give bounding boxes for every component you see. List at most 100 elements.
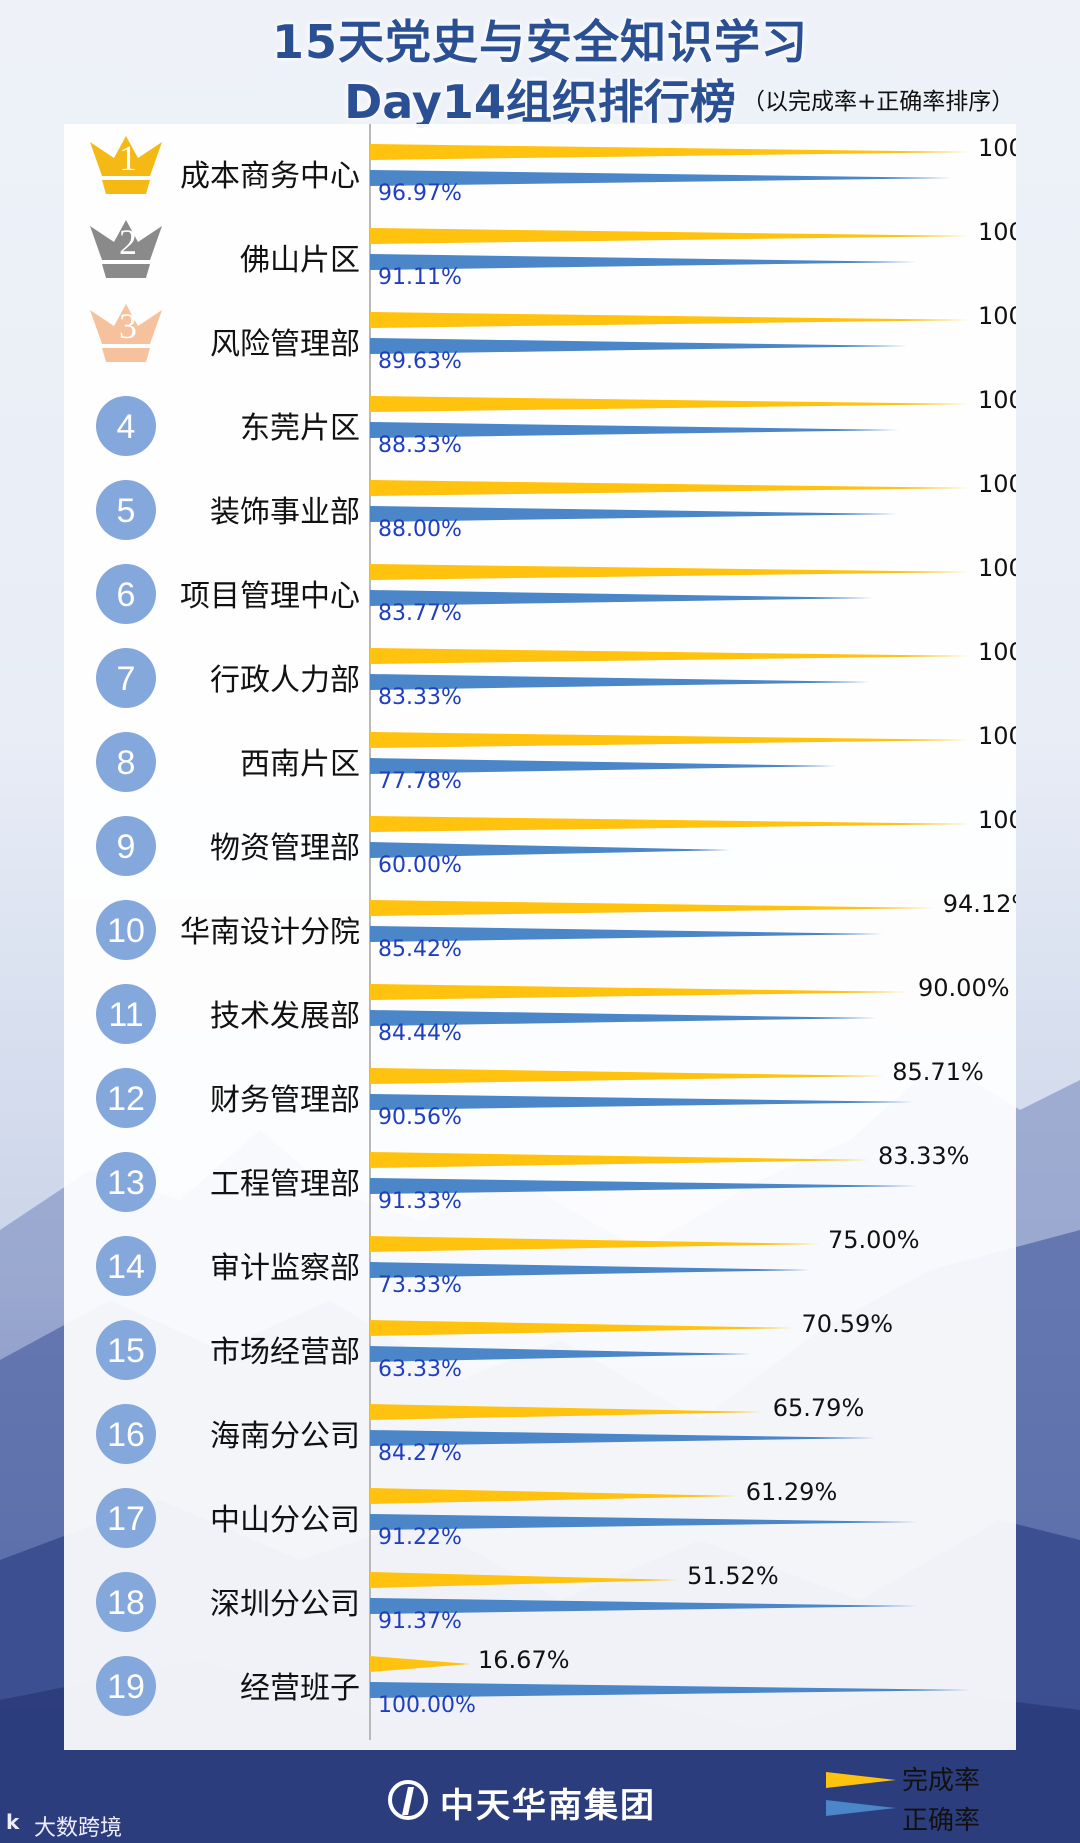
rank-badge	[96, 1488, 156, 1548]
category-label: 技术发展部	[210, 999, 360, 1034]
completion-bar	[370, 1236, 820, 1252]
accuracy-bar	[370, 1514, 918, 1530]
category-label: 佛山片区	[240, 243, 360, 278]
completion-bar	[370, 900, 935, 916]
accuracy-value-label: 88.00%	[378, 517, 462, 542]
accuracy-bar	[370, 1682, 970, 1698]
crown-base-icon	[102, 348, 150, 362]
completion-bar	[370, 1572, 680, 1588]
rank-badge	[96, 396, 156, 456]
completion-value-label: 100.00%	[978, 470, 1016, 498]
rank-badge	[96, 1068, 156, 1128]
accuracy-value-label: 84.44%	[378, 1021, 462, 1046]
category-label: 审计监察部	[210, 1251, 360, 1286]
category-label: 深圳分公司	[210, 1587, 360, 1622]
accuracy-bar	[370, 842, 730, 858]
rank-number: 10	[107, 912, 145, 950]
accuracy-value-label: 96.97%	[378, 181, 462, 206]
completion-bar	[370, 144, 970, 160]
category-label: 经营班子	[240, 1671, 360, 1706]
completion-value-label: 100.00%	[978, 134, 1016, 162]
completion-bar	[370, 564, 970, 580]
completion-value-label: 100.00%	[978, 386, 1016, 414]
accuracy-bar	[370, 170, 952, 186]
rank-number: 11	[108, 996, 143, 1034]
accuracy-value-label: 100.00%	[378, 1693, 476, 1718]
brand-name: 中天华南集团	[440, 1786, 656, 1826]
rank-badge	[96, 1404, 156, 1464]
accuracy-bar	[370, 1178, 918, 1194]
accuracy-bar	[370, 758, 837, 774]
rank-number: 15	[107, 1332, 145, 1370]
sort-note: （以完成率+正确率排序）	[742, 89, 1015, 115]
completion-bar	[370, 732, 970, 748]
category-label: 行政人力部	[210, 663, 360, 698]
rank-number: 1	[119, 138, 137, 178]
accuracy-value-label: 91.22%	[378, 1525, 462, 1550]
rank-badge	[96, 984, 156, 1044]
ranking-chart: 1 成本商务中心 100.00% 96.97% 2 佛山片区 100.00% 91.11% 3 风…	[90, 124, 1016, 1740]
completion-value-label: 65.79%	[773, 1394, 865, 1422]
rank-number: 16	[107, 1416, 145, 1454]
completion-value-label: 83.33%	[878, 1142, 970, 1170]
category-label: 市场经营部	[210, 1335, 360, 1370]
accuracy-bar	[370, 422, 900, 438]
completion-bar	[370, 396, 970, 412]
crown-base-icon	[102, 180, 150, 194]
completion-value-label: 51.52%	[687, 1562, 779, 1590]
watermark-logo-icon: k	[6, 1810, 20, 1834]
rank-badge	[96, 1320, 156, 1380]
rank-number: 19	[107, 1668, 145, 1706]
completion-bar	[370, 312, 970, 328]
completion-bar	[370, 984, 910, 1000]
accuracy-bar	[370, 674, 870, 690]
accuracy-bar	[370, 1010, 877, 1026]
accuracy-value-label: 83.33%	[378, 685, 462, 710]
rank-number: 18	[107, 1584, 145, 1622]
category-label: 财务管理部	[210, 1083, 360, 1118]
rank-number: 6	[117, 576, 136, 614]
completion-bar	[370, 816, 970, 832]
completion-value-label: 61.29%	[746, 1478, 838, 1506]
completion-value-label: 94.12%	[943, 890, 1016, 918]
completion-bar	[370, 1656, 471, 1672]
accuracy-value-label: 84.27%	[378, 1441, 462, 1466]
accuracy-bar	[370, 1430, 876, 1446]
rank-badge	[96, 1656, 156, 1716]
legend-completion-swatch	[826, 1772, 896, 1788]
rank-number: 3	[119, 306, 137, 346]
rank-badge	[96, 564, 156, 624]
completion-value-label: 70.59%	[802, 1310, 894, 1338]
crown-icon	[90, 220, 162, 260]
completion-value-label: 100.00%	[978, 302, 1016, 330]
accuracy-value-label: 91.33%	[378, 1189, 462, 1214]
accuracy-bar	[370, 1094, 914, 1110]
completion-bar	[370, 1320, 794, 1336]
completion-bar	[370, 480, 970, 496]
completion-bar	[370, 1488, 738, 1504]
crown-icon	[90, 136, 162, 176]
completion-bar	[370, 1404, 765, 1420]
category-label: 装饰事业部	[210, 495, 360, 530]
accuracy-bar	[370, 1346, 750, 1362]
legend-accuracy-label: 正确率	[902, 1806, 981, 1836]
rank-number: 14	[107, 1248, 145, 1286]
completion-bar	[370, 228, 970, 244]
accuracy-value-label: 90.56%	[378, 1105, 462, 1130]
legend-completion-label: 完成率	[902, 1766, 981, 1796]
accuracy-value-label: 88.33%	[378, 433, 462, 458]
crown-icon	[90, 304, 162, 344]
rank-number: 4	[117, 408, 136, 446]
completion-bar	[370, 1068, 885, 1084]
completion-value-label: 100.00%	[978, 218, 1016, 246]
completion-value-label: 100.00%	[978, 806, 1016, 834]
accuracy-bar	[370, 590, 873, 606]
rank-badge	[96, 1236, 156, 1296]
rank-number: 7	[117, 660, 136, 698]
accuracy-value-label: 91.11%	[378, 265, 462, 290]
rank-number: 9	[117, 828, 136, 866]
category-label: 物资管理部	[210, 831, 360, 866]
category-label: 东莞片区	[240, 411, 360, 446]
accuracy-bar	[370, 506, 898, 522]
watermark-text: 大数跨境	[34, 1816, 123, 1841]
